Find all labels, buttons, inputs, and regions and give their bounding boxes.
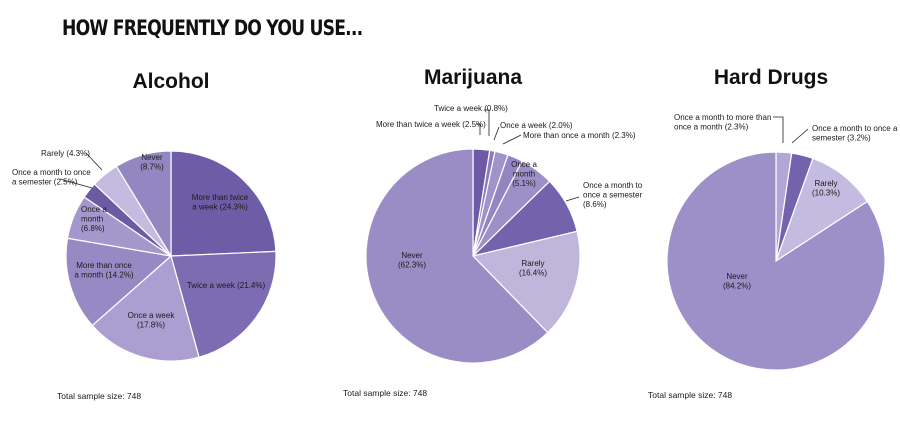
alcohol-slice-label: Never (8.7%) bbox=[140, 153, 164, 172]
marijuana-leader-line bbox=[493, 126, 500, 141]
alcohol-slice-twice-a-week-21-4 bbox=[170, 250, 277, 358]
marijuana-slice-label: Rarely (16.4%) bbox=[519, 259, 547, 278]
hard-drugs-pie-chart: Hard Drugs Once a month to more than once … bbox=[648, 66, 898, 400]
alcohol-leader-line bbox=[59, 178, 93, 189]
alcohol-slice-label: More than twice a week (24.3%) bbox=[192, 193, 249, 212]
hard-drugs-slice-label: Never (84.2%) bbox=[723, 272, 751, 291]
marijuana-slice-label: Once a week (2.0%) bbox=[500, 121, 573, 130]
alcohol-slice-more-than-once-a-month-14-2 bbox=[65, 237, 173, 327]
alcohol-slice-label: Once a week (17.8%) bbox=[128, 311, 176, 330]
hard-drugs-chart-title: Hard Drugs bbox=[714, 66, 828, 89]
alcohol-slice-label: Rarely (4.3%) bbox=[41, 149, 90, 158]
hard-drugs-slice-label: Rarely (10.3%) bbox=[812, 179, 840, 198]
page-title: HOW FREQUENTLY DO YOU USE... bbox=[62, 16, 363, 40]
hard-drugs-sample-size-note: Total sample size: 748 bbox=[648, 390, 732, 400]
alcohol-slice-once-a-week-17-8 bbox=[91, 254, 200, 362]
hard-drugs-slice-never-84-2 bbox=[666, 151, 886, 371]
marijuana-slice-rarely-16-4 bbox=[471, 230, 581, 334]
hard-drugs-leader-line bbox=[791, 128, 809, 144]
marijuana-slice-label: Once a month to once a semester (8.6%) bbox=[583, 181, 643, 209]
hard-drugs-slice-rarely-10-3 bbox=[774, 157, 869, 263]
marijuana-slice-label: More than once a month (2.3%) bbox=[523, 131, 636, 140]
alcohol-slice-label: More than once a month (14.2%) bbox=[74, 261, 133, 280]
alcohol-leader-line bbox=[85, 152, 103, 171]
marijuana-pie-chart: Marijuana More than twice a week (2.5%) Tw… bbox=[343, 66, 643, 398]
marijuana-slice-never-62-3 bbox=[365, 148, 549, 364]
alcohol-slice-more-than-twice-a-week-24-3 bbox=[170, 150, 277, 257]
marijuana-slice-label: More than twice a week (2.5%) bbox=[376, 120, 486, 129]
marijuana-leader-line bbox=[502, 134, 522, 145]
alcohol-chart-title: Alcohol bbox=[133, 70, 210, 93]
alcohol-slice-label: Twice a week (21.4%) bbox=[187, 281, 266, 290]
alcohol-slice-never-8-7 bbox=[115, 150, 172, 259]
marijuana-slice-label: Twice a week (0.8%) bbox=[434, 104, 508, 113]
marijuana-leader-line bbox=[565, 196, 580, 202]
alcohol-pie-chart: Alcohol More than twice a week (24.3%) Twic… bbox=[12, 70, 277, 401]
marijuana-leader-line bbox=[484, 109, 490, 136]
hard-drugs-leader-line bbox=[773, 116, 784, 143]
marijuana-chart-title: Marijuana bbox=[424, 66, 522, 89]
hard-drugs-slice-label: Once a month to once a semester (3.2%) bbox=[812, 124, 898, 143]
marijuana-sample-size-note: Total sample size: 748 bbox=[343, 388, 427, 398]
alcohol-slice-label: Once a month to once a semester (2.5%) bbox=[12, 168, 91, 187]
alcohol-sample-size-note: Total sample size: 748 bbox=[57, 391, 141, 401]
marijuana-leader-line bbox=[477, 123, 481, 135]
alcohol-slice-label: Once a month (6.8%) bbox=[81, 205, 107, 233]
marijuana-slice-label: Once a month (5.1%) bbox=[511, 160, 537, 188]
hard-drugs-slice-label: Once a month to more than once a month (2… bbox=[674, 113, 771, 132]
marijuana-slice-label: Never (62.3%) bbox=[398, 251, 426, 270]
